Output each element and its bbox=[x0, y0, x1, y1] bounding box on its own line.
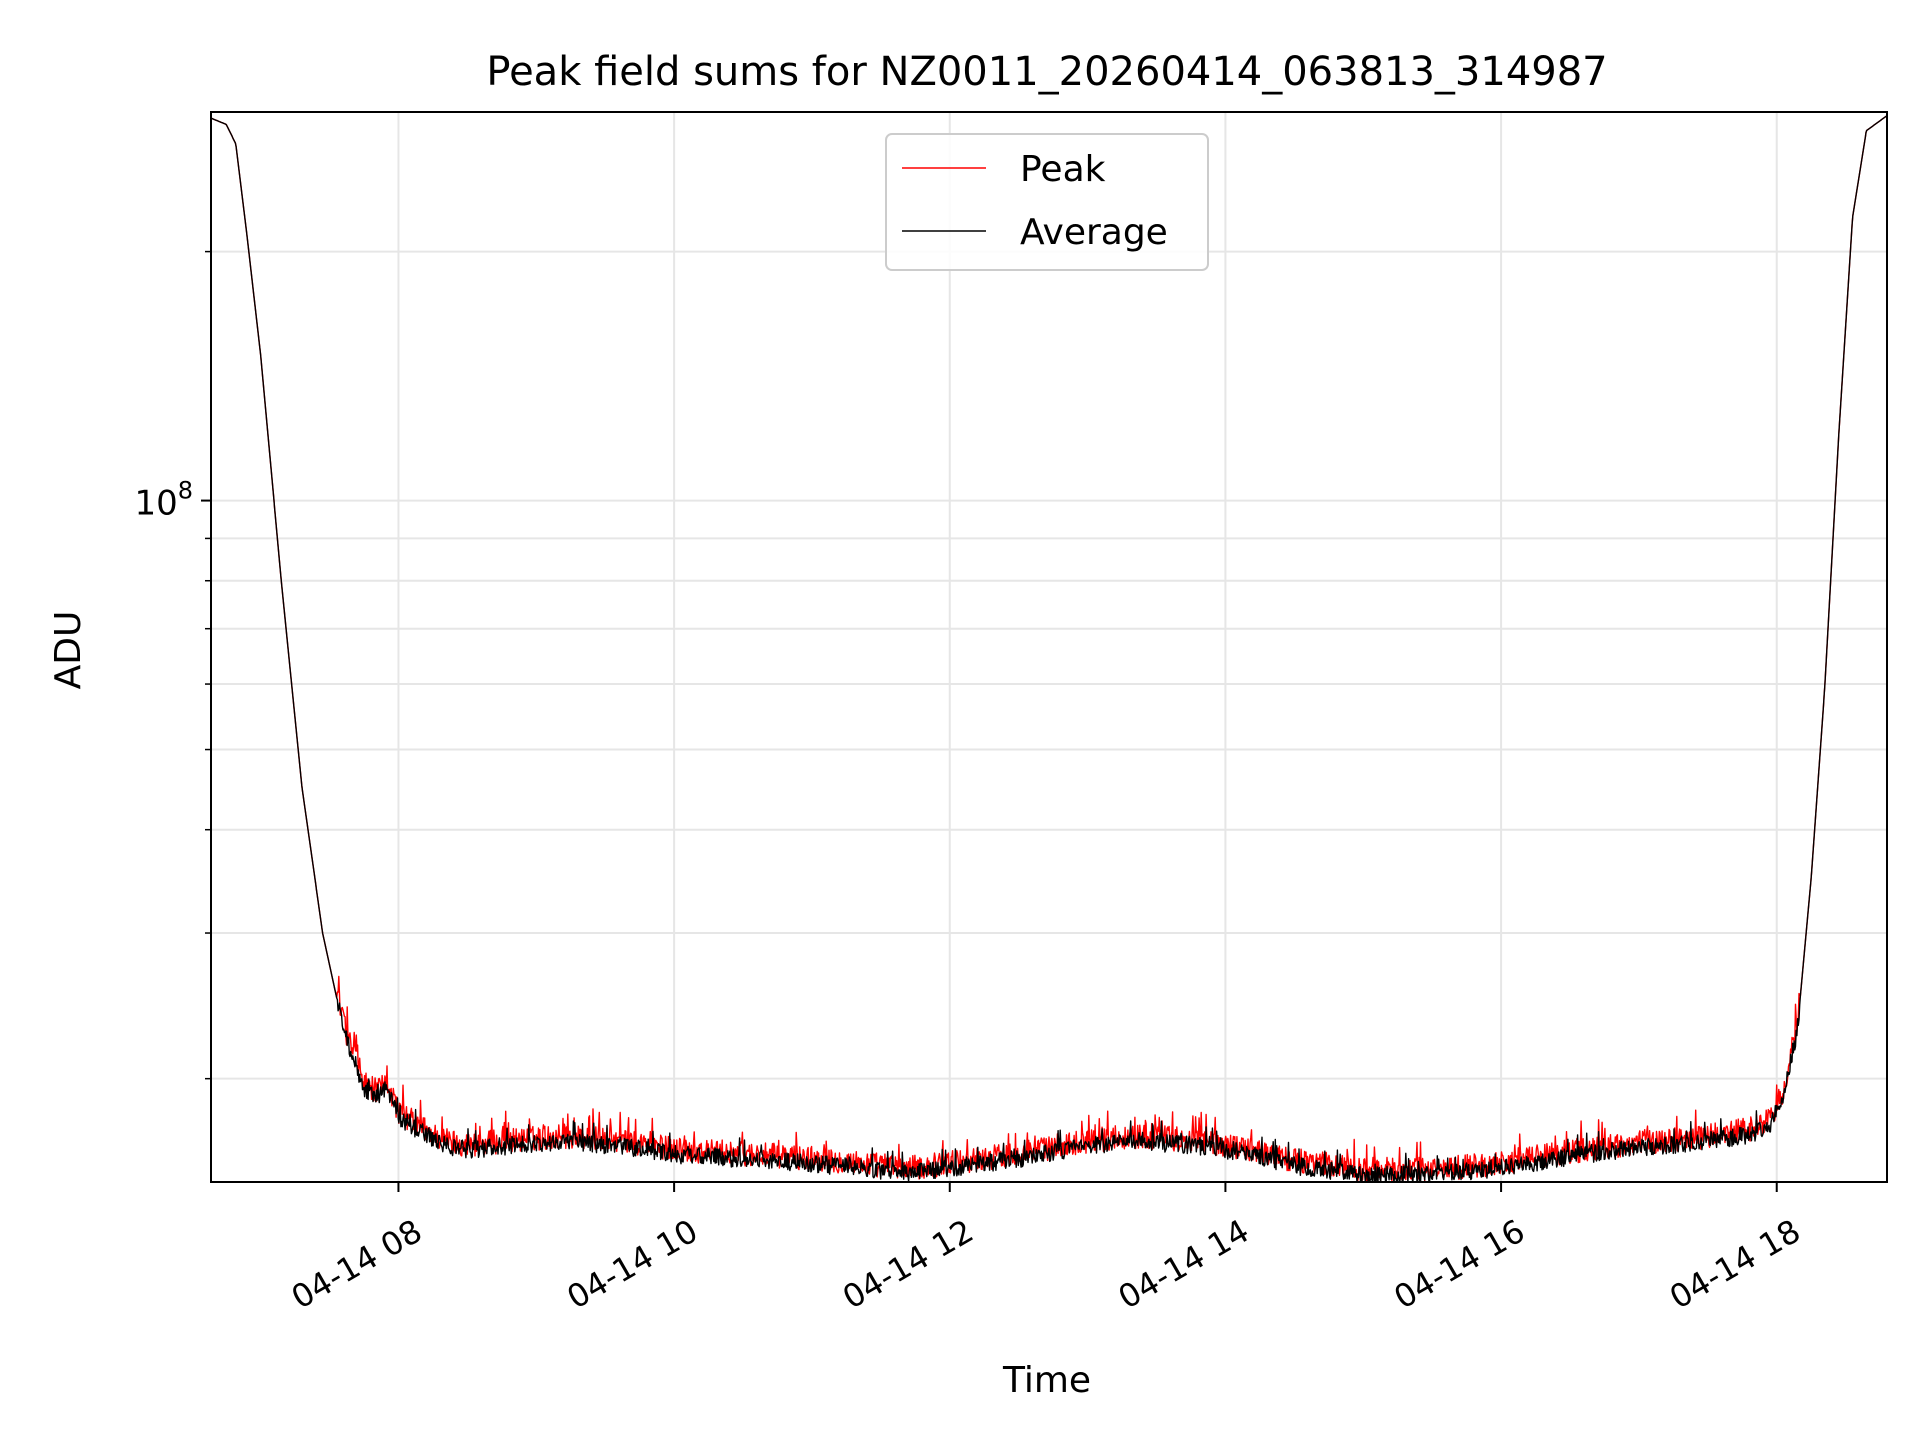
legend: Peak Average bbox=[885, 133, 1209, 271]
chart-title: Peak field sums for NZ0011_20260414_0638… bbox=[486, 49, 1607, 95]
x-axis-label: Time bbox=[1002, 1360, 1091, 1401]
y-axis-label: ADU bbox=[48, 611, 89, 690]
series-layer bbox=[211, 115, 1887, 1182]
y-tick-label: 108 bbox=[134, 477, 193, 524]
legend-label-average: Average bbox=[1020, 212, 1168, 253]
legend-label-peak: Peak bbox=[1020, 149, 1106, 190]
series-line-average bbox=[211, 115, 1887, 1182]
plot-area bbox=[211, 112, 1887, 1182]
plot-frame bbox=[210, 111, 1888, 1183]
